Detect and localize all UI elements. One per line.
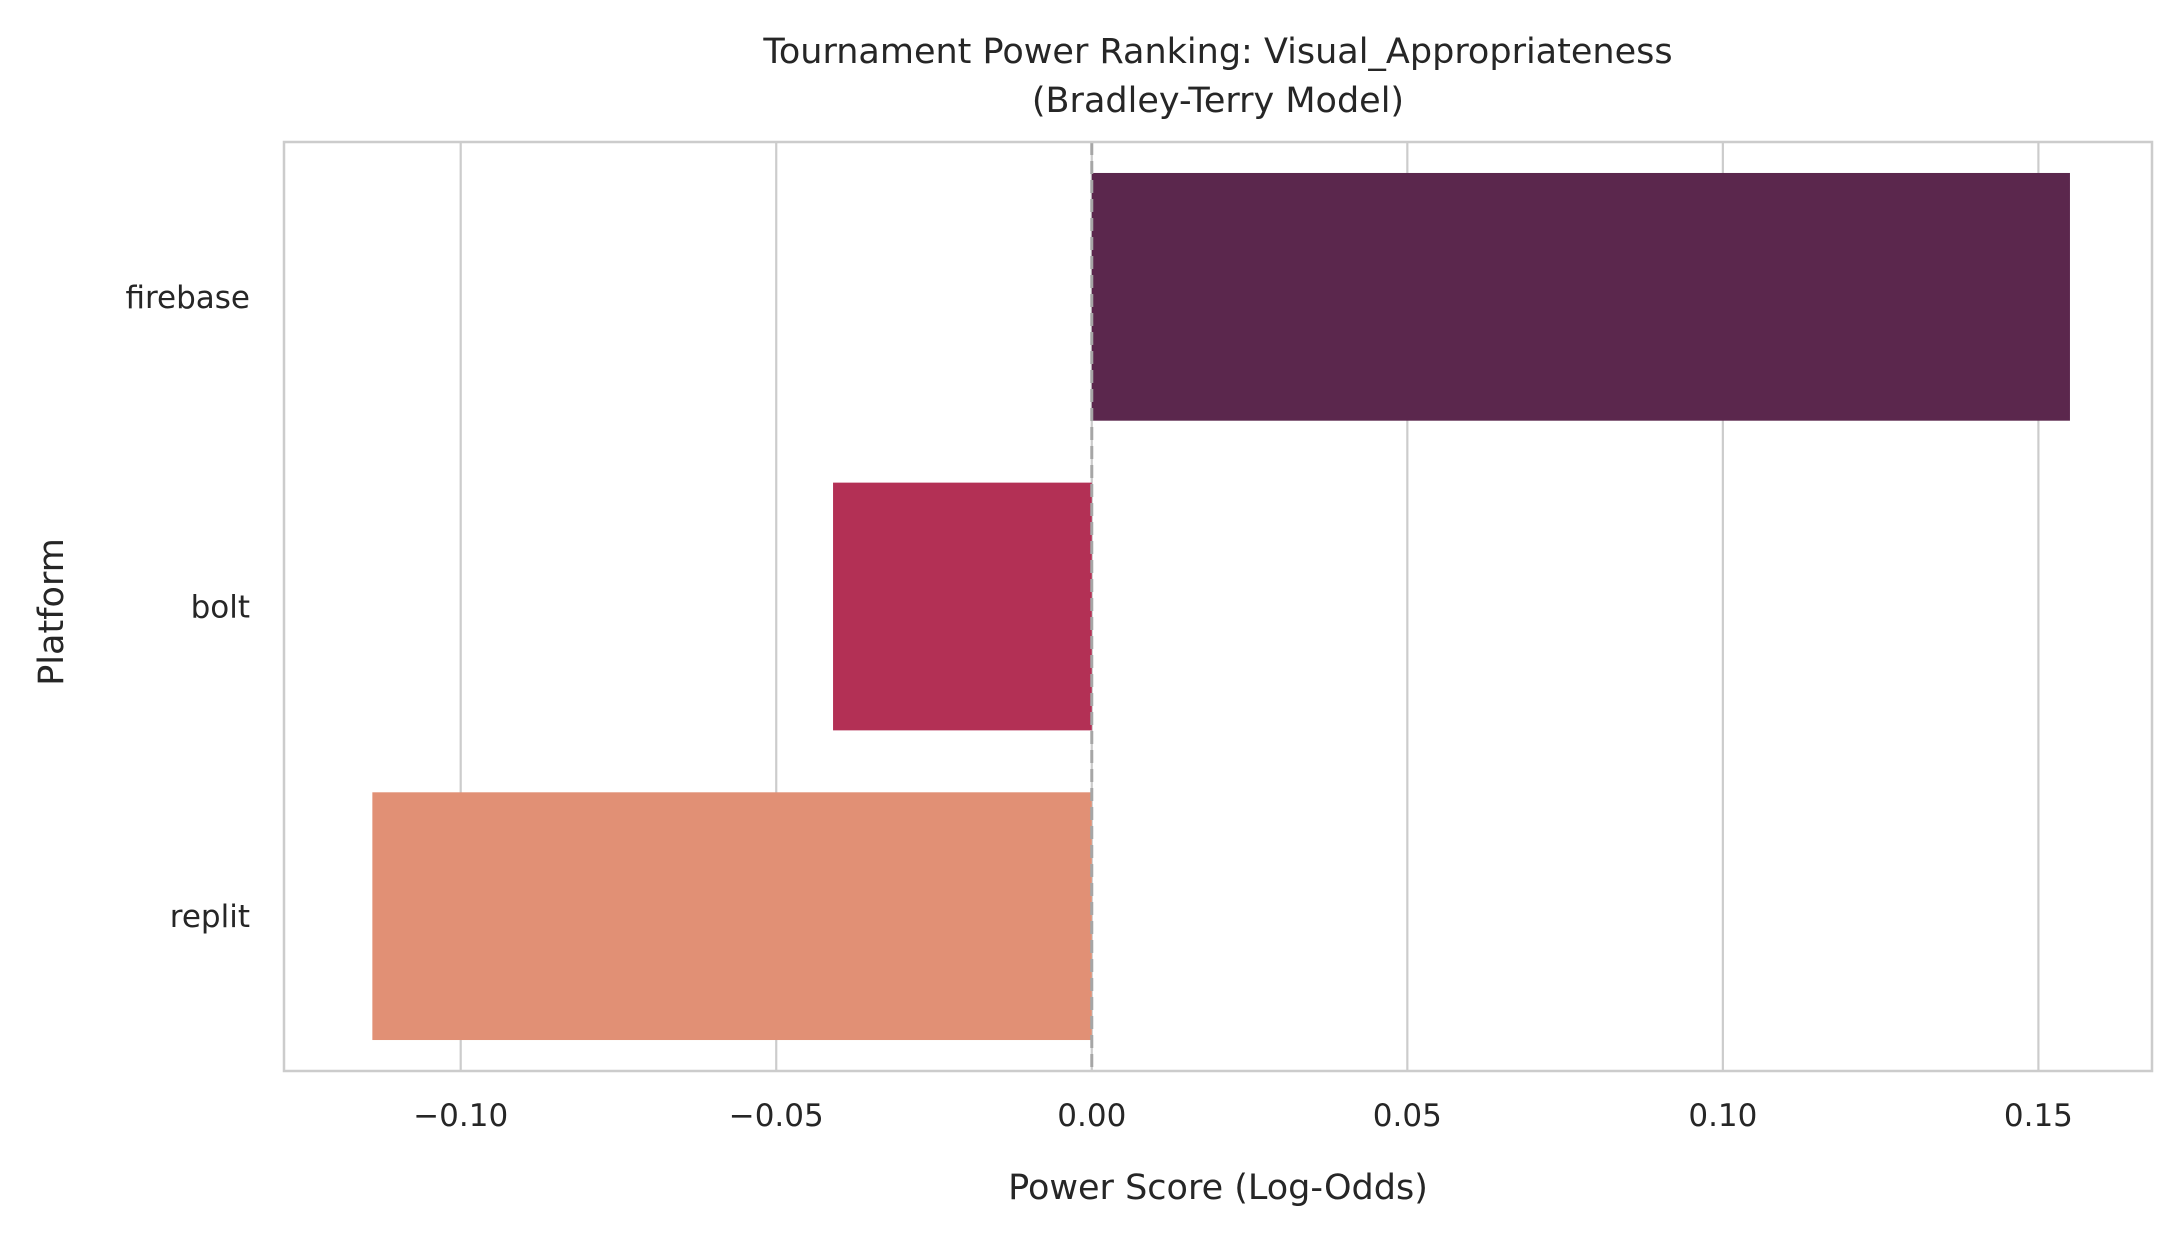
y-tick-label: bolt [191, 590, 250, 626]
y-axis-label: Platform [32, 538, 72, 686]
chart-subtitle: (Bradley-Terry Model) [1032, 81, 1404, 121]
x-tick-label: 0.00 [1057, 1098, 1126, 1134]
x-axis-label: Power Score (Log-Odds) [1008, 1168, 1428, 1208]
x-tick-label: −0.05 [729, 1098, 824, 1134]
y-tick-label: firebase [125, 280, 250, 316]
bar-replit [372, 792, 1092, 1041]
x-tick-label: −0.10 [413, 1098, 508, 1134]
x-tick-labels: −0.10 −0.05 0.00 0.05 0.10 0.15 [413, 1098, 2073, 1134]
chart-title: Tournament Power Ranking: Visual_Appropr… [762, 32, 1672, 72]
bar-firebase [1091, 172, 2070, 421]
y-tick-label: replit [170, 899, 250, 935]
x-tick-label: 0.05 [1373, 1098, 1442, 1134]
bar-bolt [833, 482, 1092, 731]
y-tick-labels: firebase bolt replit [125, 280, 250, 935]
x-tick-label: 0.15 [2004, 1098, 2073, 1134]
x-tick-label: 0.10 [1688, 1098, 1757, 1134]
plot-frame [282, 140, 2154, 1073]
bar-layer [372, 172, 2070, 1041]
